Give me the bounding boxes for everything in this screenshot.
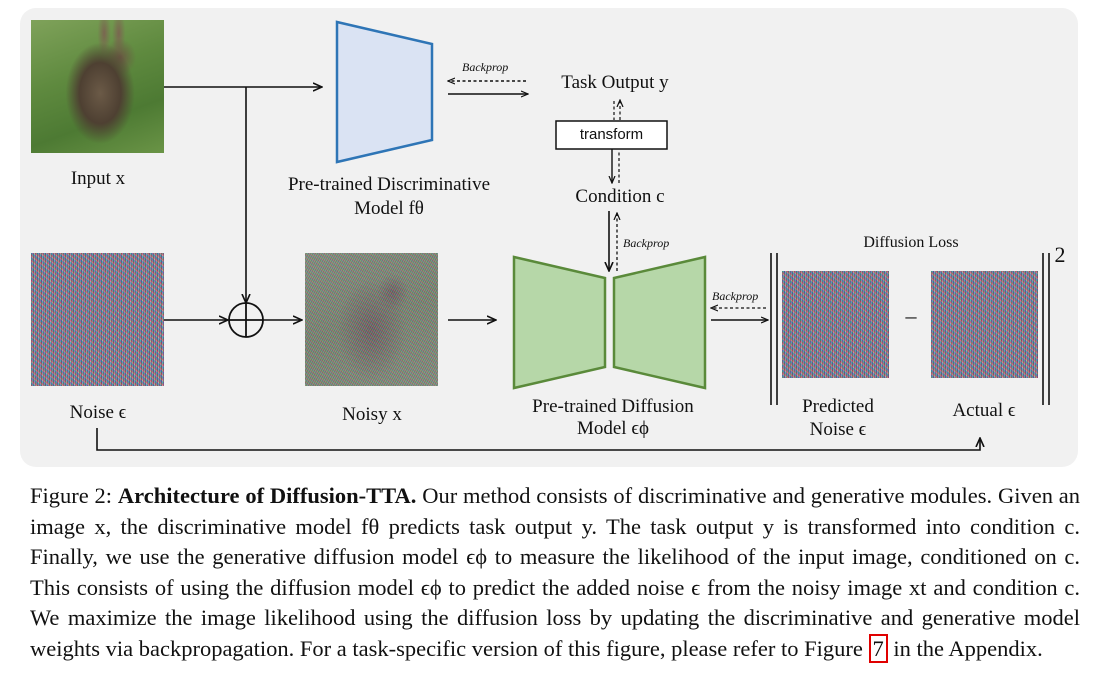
- figure-ref-link[interactable]: 7: [868, 633, 888, 663]
- diffusion-loss-label: Diffusion Loss: [863, 234, 959, 251]
- arrow-noise-to-actual: [96, 428, 980, 451]
- transform-box: [555, 120, 668, 150]
- condition-label: Condition c: [575, 186, 665, 207]
- minus-sign: –: [905, 303, 917, 328]
- figure-caption: Figure 2: Architecture of Diffusion-TTA.…: [30, 481, 1080, 664]
- actual-label: Actual ϵ: [952, 400, 1016, 421]
- diffusion-model-label-2: Model ϵϕ: [576, 418, 650, 439]
- predicted-label-2: Noise ϵ: [809, 419, 867, 440]
- task-output-label: Task Output y: [561, 72, 669, 93]
- diffusion-decoder-shape: [612, 255, 707, 390]
- caption-figure-number: Figure 2:: [30, 483, 113, 508]
- noise-image: [31, 253, 164, 386]
- backprop-label-loss: Backprop: [712, 289, 759, 303]
- backprop-label-disc: Backprop: [462, 60, 509, 74]
- actual-noise-image: [931, 271, 1038, 378]
- noise-label: Noise ϵ: [69, 402, 127, 423]
- caption-body: Our method consists of discriminative an…: [30, 483, 1081, 661]
- diffusion-model-label-1: Pre-trained Diffusion: [532, 396, 694, 417]
- disc-model-label-2: Model fθ: [354, 198, 424, 219]
- predicted-noise-image: [782, 271, 889, 378]
- noisy-label: Noisy x: [342, 404, 402, 425]
- predicted-label-1: Predicted: [802, 396, 874, 417]
- caption-tail: in the Appendix.: [887, 635, 1043, 661]
- transform-label: transform: [579, 126, 644, 143]
- discriminative-model-shape: [335, 20, 434, 164]
- disc-model-label-1: Pre-trained Discriminative: [287, 174, 491, 195]
- diffusion-encoder-shape: [512, 255, 607, 390]
- noisy-rabbit-image: [305, 253, 438, 386]
- norm-exponent: 2: [1054, 242, 1066, 267]
- figure-panel: [20, 8, 1078, 467]
- input-label: Input x: [70, 168, 126, 189]
- caption-title: Architecture of Diffusion-TTA.: [117, 483, 417, 508]
- backprop-label-condition: Backprop: [623, 236, 670, 250]
- input-rabbit-image: [31, 20, 164, 153]
